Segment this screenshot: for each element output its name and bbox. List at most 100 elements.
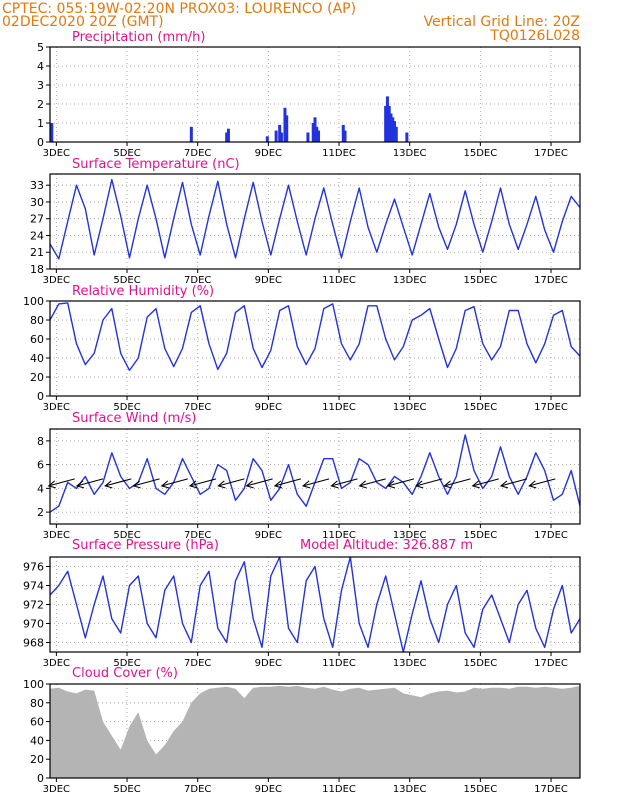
y-tick-label: 30 xyxy=(30,196,44,209)
panel-frame xyxy=(49,173,581,270)
x-tick-label: 11DEC xyxy=(322,275,356,286)
precip-bar xyxy=(279,132,283,142)
y-tick-label: 6 xyxy=(37,459,44,472)
wind-arrowhead xyxy=(443,480,452,489)
wind-vector xyxy=(189,478,217,487)
precip-bar xyxy=(315,126,319,142)
x-tick-label: 11DEC xyxy=(322,658,356,669)
precip-bar xyxy=(317,130,321,142)
header-station: CPTEC: 055:19W-02:20N PROX03: LOURENCO (… xyxy=(2,1,356,17)
y-tick-label: 40 xyxy=(30,734,44,747)
precip-bar xyxy=(274,130,278,142)
wind-vector xyxy=(218,478,245,487)
x-tick-label: 5DEC xyxy=(113,784,140,795)
y-tick-label: 40 xyxy=(30,352,44,365)
y-tick-label: 20 xyxy=(30,371,44,384)
precip-bar xyxy=(389,113,393,142)
precip-bar xyxy=(343,130,347,142)
y-tick-label: 968 xyxy=(23,637,44,650)
wind-vector xyxy=(472,478,499,487)
wind-vector xyxy=(105,478,132,487)
precip-bar xyxy=(311,123,315,142)
cloud-area xyxy=(50,685,580,778)
x-tick-label: 5DEC xyxy=(113,148,140,159)
x-tick-label: 17DEC xyxy=(534,148,568,159)
precip-bar xyxy=(226,128,230,142)
x-tick-label: 7DEC xyxy=(184,402,211,413)
precip-bar xyxy=(225,132,229,142)
x-tick-label: 15DEC xyxy=(463,658,497,669)
wind-vector xyxy=(76,478,104,487)
panel-frame xyxy=(49,683,581,779)
wind-arrowhead xyxy=(301,480,311,489)
wind-arrowhead xyxy=(528,480,537,489)
series-line xyxy=(49,178,581,260)
x-tick-label: 9DEC xyxy=(255,784,282,795)
wind-arrowhead xyxy=(358,480,367,489)
y-tick-label: 60 xyxy=(30,333,44,346)
x-tick-label: 3DEC xyxy=(43,275,70,286)
x-tick-label: 13DEC xyxy=(393,658,427,669)
x-tick-label: 13DEC xyxy=(393,275,427,286)
x-tick-label: 13DEC xyxy=(393,784,427,795)
x-tick-label: 5DEC xyxy=(113,275,140,286)
wind-arrowhead xyxy=(47,480,56,489)
wind-arrowhead xyxy=(75,480,85,489)
y-tick-label: 976 xyxy=(23,561,44,574)
wind-vector xyxy=(161,478,188,487)
y-tick-label: 24 xyxy=(30,229,44,242)
y-tick-label: 970 xyxy=(23,618,44,631)
panel-frame xyxy=(49,300,581,397)
model-altitude-label: Model Altitude: 326.887 m xyxy=(300,538,473,553)
y-tick-label: 27 xyxy=(30,213,44,226)
panel-frame xyxy=(49,556,581,653)
wind-arrowhead xyxy=(273,480,283,489)
x-tick-label: 9DEC xyxy=(255,148,282,159)
y-tick-label: 60 xyxy=(30,716,44,729)
temperature-panel: Surface Temperature (nC) 18 21 24 27 30 33 3DE… xyxy=(30,157,581,286)
precip-bar xyxy=(189,126,193,142)
cloud-cover-title: Cloud Cover (%) xyxy=(72,666,178,681)
x-tick-label: 9DEC xyxy=(255,530,282,541)
y-tick-label: 100 xyxy=(23,678,44,691)
precip-bar xyxy=(285,115,289,142)
x-tick-label: 7DEC xyxy=(184,530,211,541)
x-tick-label: 15DEC xyxy=(463,530,497,541)
x-tick-label: 3DEC xyxy=(43,148,70,159)
wind-vector xyxy=(416,478,443,487)
x-tick-label: 17DEC xyxy=(534,784,568,795)
precip-bar xyxy=(265,136,269,142)
x-tick-label: 13DEC xyxy=(393,530,427,541)
wind-arrowhead xyxy=(330,480,339,489)
header-model-id: TQ0126L028 xyxy=(489,28,580,44)
panel-frame xyxy=(49,428,581,525)
x-tick-label: 9DEC xyxy=(255,402,282,413)
pressure-panel: Surface Pressure (hPa) Model Altitude: 3… xyxy=(23,538,581,669)
x-tick-label: 17DEC xyxy=(534,658,568,669)
wind-title: Surface Wind (m/s) xyxy=(72,411,196,426)
precip-bar xyxy=(387,105,391,142)
precip-bar xyxy=(405,132,409,142)
x-tick-label: 11DEC xyxy=(322,530,356,541)
x-tick-label: 17DEC xyxy=(534,402,568,413)
wind-vector xyxy=(274,478,302,487)
x-tick-label: 7DEC xyxy=(184,658,211,669)
x-tick-label: 13DEC xyxy=(393,148,427,159)
wind-arrowhead xyxy=(415,480,424,489)
y-tick-label: 5 xyxy=(37,41,44,54)
precipitation-panel: Precipitation (mm/h) 0 1 2 3 4 5 3DEC 5DEC 7DEC 9… xyxy=(37,30,581,159)
precip-bar xyxy=(394,126,398,142)
wind-arrowhead xyxy=(386,480,396,489)
x-tick-label: 11DEC xyxy=(322,784,356,795)
precip-bar xyxy=(384,105,388,142)
x-tick-label: 7DEC xyxy=(184,148,211,159)
x-tick-label: 15DEC xyxy=(463,402,497,413)
wind-vector xyxy=(500,478,528,487)
y-tick-label: 0 xyxy=(37,136,44,149)
pressure-title: Surface Pressure (hPa) xyxy=(72,538,219,553)
x-tick-label: 3DEC xyxy=(43,784,70,795)
y-tick-label: 3 xyxy=(37,79,44,92)
x-tick-label: 5DEC xyxy=(113,530,140,541)
y-tick-label: 18 xyxy=(30,263,44,276)
wind-arrowhead xyxy=(245,480,254,489)
